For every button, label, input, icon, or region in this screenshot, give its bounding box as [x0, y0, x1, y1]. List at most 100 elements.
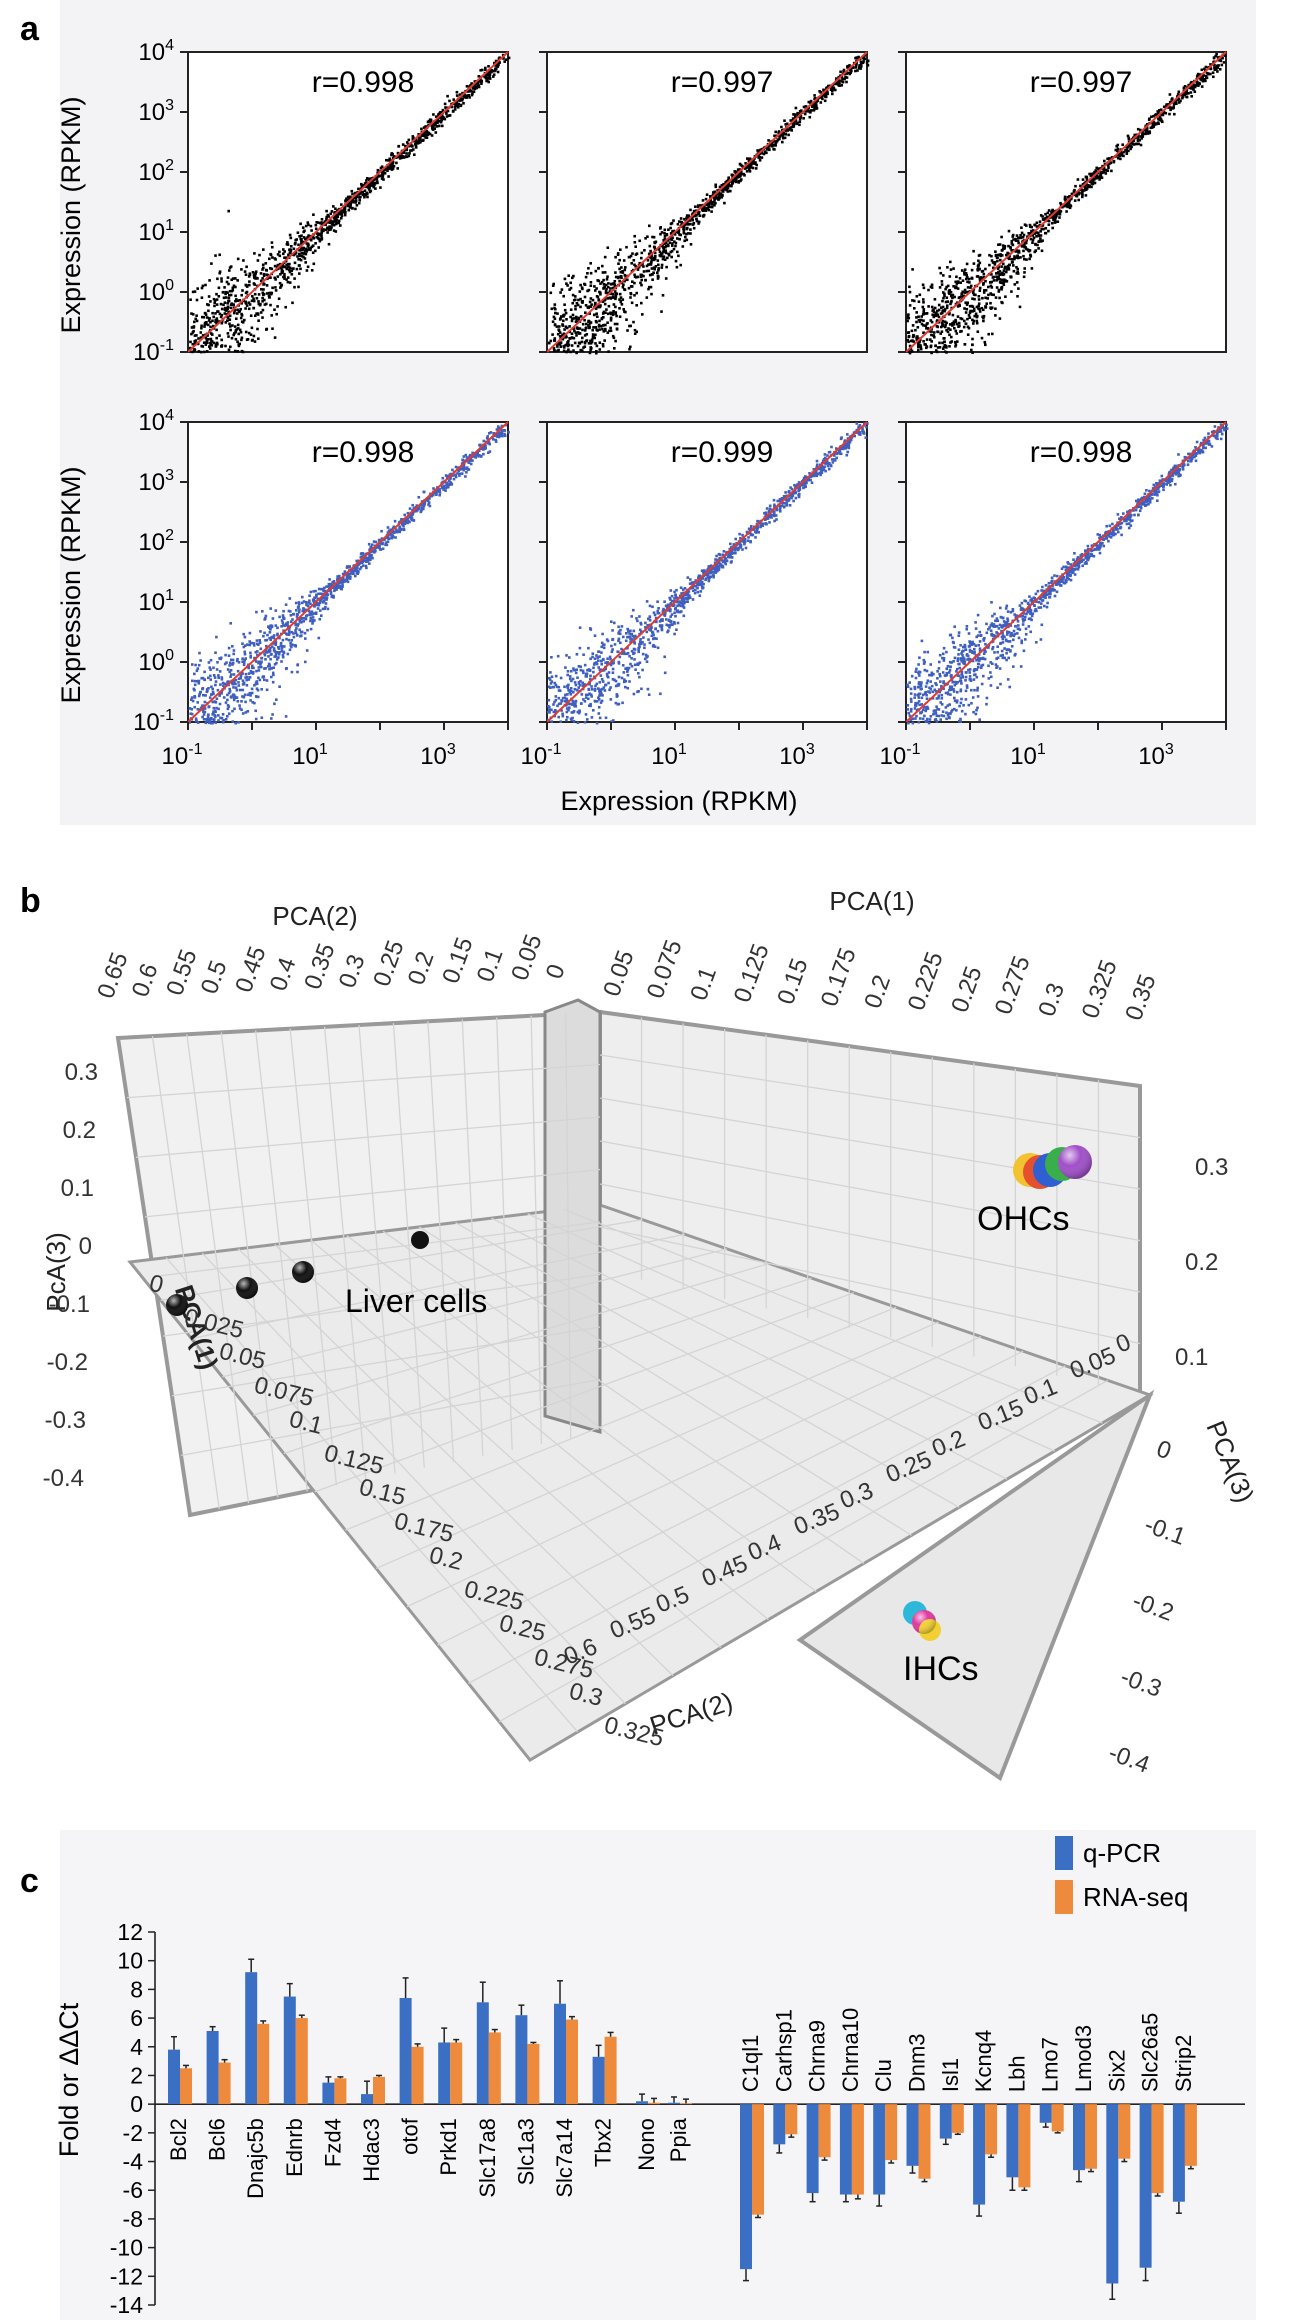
scatter-point: [482, 439, 486, 443]
scatter-point: [1030, 229, 1033, 233]
scatter-point: [403, 522, 407, 525]
scatter-point: [309, 238, 313, 242]
scatter-point: [193, 320, 196, 324]
scatter-point: [363, 557, 367, 560]
scatter-point: [286, 652, 290, 656]
scatter-point: [1017, 241, 1020, 245]
scatter-point: [752, 159, 755, 163]
scatter-point: [722, 188, 726, 191]
scatter-point: [220, 280, 223, 283]
scatter-point: [684, 235, 687, 239]
scatter-point: [333, 587, 337, 591]
scatter-point: [211, 311, 214, 315]
scatter-point: [249, 314, 253, 317]
scatter-point: [254, 650, 258, 654]
scatter-point: [337, 221, 341, 225]
scatter-point: [937, 303, 941, 307]
scatter-point: [656, 274, 660, 278]
scatter-point: [209, 678, 212, 681]
scatter-point: [247, 666, 250, 670]
scatter-point: [1162, 110, 1166, 114]
scatter-point: [789, 128, 792, 131]
scatter-point: [842, 70, 845, 73]
scatter-point: [212, 700, 215, 704]
scatter-point: [611, 313, 615, 316]
scatter-point: [1041, 224, 1044, 227]
scatter-point: [975, 319, 979, 323]
scatter-point: [643, 249, 646, 252]
scatter-point: [955, 332, 959, 335]
scatter-point: [342, 209, 346, 212]
scatter-point: [552, 282, 555, 286]
scatter-point: [323, 594, 327, 597]
scatter-point: [422, 507, 425, 511]
scatter-point: [189, 340, 192, 344]
scatter-point: [951, 313, 955, 317]
scatter-point: [1146, 123, 1149, 126]
scatter-point: [465, 94, 469, 97]
scatter-point: [656, 259, 660, 262]
scatter-point: [1017, 236, 1020, 240]
scatter-point: [666, 256, 669, 260]
scatter-point: [319, 598, 322, 601]
scatter-point: [599, 304, 602, 307]
scatter-point: [1076, 191, 1080, 194]
scatter-point: [714, 183, 717, 187]
scatter-point: [448, 99, 451, 103]
scatter-point: [215, 292, 218, 296]
scatter-point: [831, 92, 834, 96]
scatter-point: [422, 490, 426, 494]
scatter-point: [792, 124, 796, 128]
scatter-point: [249, 656, 252, 659]
scatter-point: [652, 258, 655, 261]
scatter-point: [195, 334, 198, 337]
scatter-point: [1148, 130, 1151, 133]
scatter-point: [1177, 97, 1181, 101]
scatter-point: [1015, 265, 1018, 269]
scatter-point: [460, 99, 464, 102]
scatter-point: [315, 602, 318, 605]
scatter-point: [1085, 183, 1088, 187]
scatter-point: [215, 336, 218, 340]
scatter-panel: r=0.997: [898, 51, 1227, 355]
scatter-point: [340, 213, 343, 216]
scatter-point: [586, 272, 589, 275]
scatter-point: [735, 170, 738, 173]
scatter-point: [207, 319, 211, 322]
scatter-point: [358, 199, 361, 202]
scatter-point: [616, 252, 620, 255]
scatter-point: [1079, 184, 1082, 188]
scatter-point: [459, 103, 463, 107]
scatter-point: [234, 686, 238, 689]
scatter-point: [482, 452, 485, 456]
scatter-point: [277, 647, 281, 650]
scatter-point: [320, 230, 323, 234]
scatter-point: [1039, 230, 1042, 233]
scatter-point: [368, 552, 371, 556]
scatter-point: [391, 167, 395, 170]
scatter-point: [1051, 226, 1054, 230]
scatter-point: [629, 296, 632, 299]
scatter-point: [1002, 280, 1005, 284]
scatter-point: [314, 223, 318, 227]
scatter-point: [946, 266, 949, 269]
scatter-point: [391, 152, 394, 156]
scatter-point: [501, 434, 504, 438]
scatter-point: [1046, 211, 1050, 215]
scatter-point: [936, 330, 939, 333]
scatter-point: [226, 332, 230, 335]
scatter-point: [232, 698, 236, 702]
scatter-point: [572, 274, 575, 278]
scatter-point: [783, 119, 786, 122]
scatter-point: [842, 68, 846, 72]
scatter-point: [736, 168, 740, 171]
scatter-point: [263, 678, 266, 682]
scatter-point: [333, 218, 337, 221]
scatter-point: [602, 330, 606, 333]
scatter-point: [966, 290, 969, 294]
scatter-point: [1019, 236, 1023, 240]
scatter-point: [320, 238, 323, 241]
scatter-point: [309, 627, 313, 631]
scatter-point: [213, 299, 217, 302]
